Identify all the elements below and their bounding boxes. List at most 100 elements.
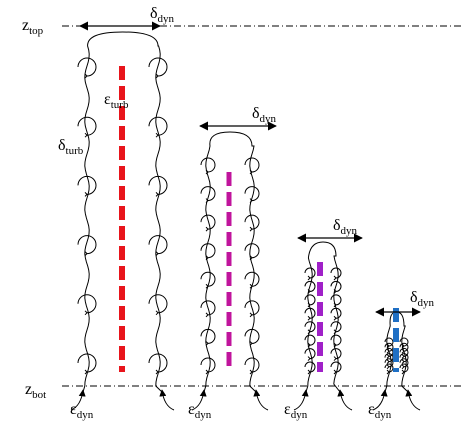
eddy <box>305 362 315 372</box>
eddy <box>149 176 167 194</box>
eddy <box>385 343 393 351</box>
eps-turb-label: εturb <box>104 91 129 111</box>
eddy <box>385 359 393 367</box>
eddy <box>400 359 408 367</box>
z-bot-label: zbot <box>25 381 46 401</box>
entrainment-arrow <box>256 390 268 410</box>
eddy <box>201 272 215 286</box>
entrainment-arrow <box>294 390 306 410</box>
eddy <box>385 354 393 362</box>
delta-dyn-label: δdyn <box>333 217 358 237</box>
eddy-arrow <box>334 357 336 361</box>
eddy-arrow <box>308 357 310 361</box>
eddy-arrow <box>308 316 310 320</box>
eddy-arrow <box>85 311 87 315</box>
eddy-arrow <box>387 354 389 358</box>
eddy <box>385 364 393 372</box>
subscript: dyn <box>341 225 358 237</box>
subscript: dyn <box>195 409 212 421</box>
eddy-arrow <box>402 365 404 369</box>
entrainment-arrow <box>162 390 174 410</box>
eddy <box>201 358 215 372</box>
subscript: top <box>29 25 44 37</box>
symbol: δ <box>150 5 158 22</box>
eddy <box>78 236 96 254</box>
eddy <box>331 295 341 305</box>
subscript: turb <box>66 145 84 157</box>
eddy <box>245 244 259 258</box>
eddy-arrow <box>387 360 389 364</box>
delta-dyn-label: δdyn <box>252 105 277 125</box>
z-top-label: ztop <box>22 17 44 37</box>
eddy <box>201 215 215 229</box>
eddy <box>305 335 315 345</box>
eddy <box>201 244 215 258</box>
symbol: δ <box>252 105 260 122</box>
eddy <box>245 272 259 286</box>
subscript: dyn <box>375 409 392 421</box>
eddy-arrow <box>85 133 87 137</box>
eddy-arrow <box>308 276 310 280</box>
delta-dyn-label: δdyn <box>410 289 435 309</box>
eddy-arrow <box>334 276 336 280</box>
plume <box>192 126 276 410</box>
symbol: δ <box>333 217 341 234</box>
eddy <box>331 335 341 345</box>
subscript: dyn <box>418 297 435 309</box>
eddy-arrow <box>206 227 208 231</box>
eddy-arrow <box>334 316 336 320</box>
eddy <box>78 176 96 194</box>
eddy-arrow <box>402 360 404 364</box>
eddy-arrow <box>402 354 404 358</box>
drawing <box>71 26 420 410</box>
eddy <box>149 236 167 254</box>
eddy <box>245 158 259 172</box>
eddy <box>149 295 167 313</box>
eddy <box>245 358 259 372</box>
subscript: dyn <box>158 13 175 25</box>
eddy <box>331 268 341 278</box>
entrainment-arrow <box>408 390 420 410</box>
plume <box>373 308 420 410</box>
subscript: dyn <box>291 409 308 421</box>
eddy <box>400 338 408 346</box>
eddy <box>305 349 315 359</box>
eddy <box>78 354 96 372</box>
eddy <box>331 308 341 318</box>
subscript: dyn <box>77 409 94 421</box>
entrainment-arrow <box>340 390 352 410</box>
eddy <box>385 338 393 346</box>
eddy <box>400 354 408 362</box>
eps-dyn-label: εdyn <box>284 401 308 421</box>
eps-dyn-label: εdyn <box>70 401 94 421</box>
eddy <box>245 215 259 229</box>
eddy <box>78 295 96 313</box>
subscript: bot <box>32 389 46 401</box>
eddy-arrow <box>387 365 389 369</box>
eddy-arrow <box>250 227 252 231</box>
eddy <box>305 268 315 278</box>
eddy-arrow <box>156 192 158 196</box>
symbol: z <box>22 17 29 34</box>
delta-turb-label: δturb <box>58 137 84 157</box>
eddy <box>400 364 408 372</box>
eddy-arrow <box>250 313 252 317</box>
eddy-arrow <box>206 313 208 317</box>
eddy-arrow <box>156 311 158 315</box>
diagram: ztop zbot εturb δturb δdynεdynδdynεdynδd… <box>0 0 461 424</box>
symbol: δ <box>410 289 418 306</box>
symbol: δ <box>58 137 66 154</box>
eddy <box>305 308 315 318</box>
plume <box>71 26 174 410</box>
eddy <box>331 362 341 372</box>
eddy <box>201 158 215 172</box>
delta-dyn-label: δdyn <box>150 5 175 25</box>
subscript: dyn <box>260 113 277 125</box>
eddy <box>149 354 167 372</box>
symbol: z <box>25 381 32 398</box>
entrainment-arrow <box>373 390 385 410</box>
eddy <box>305 295 315 305</box>
eddy-arrow <box>85 192 87 196</box>
eddy <box>400 343 408 351</box>
subscript: turb <box>111 99 129 111</box>
